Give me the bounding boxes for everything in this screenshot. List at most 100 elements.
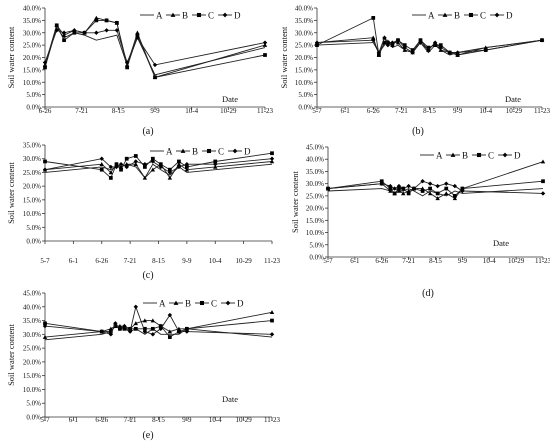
y-tick-label: 25.0% — [23, 42, 41, 50]
data-point-B — [540, 159, 546, 164]
data-point-D — [184, 329, 190, 334]
data-point-C — [128, 326, 132, 331]
x-tick-label: 9-9 — [182, 416, 192, 424]
y-tick-label: 20.0% — [23, 183, 41, 191]
data-point-D — [167, 170, 173, 175]
data-point-D — [213, 162, 218, 167]
legend-label-C: C — [218, 147, 224, 157]
y-tick-label: 35.0% — [23, 17, 41, 25]
chart-panel-3: 0.0% 5.0% 10.0% 15.0% 20.0% 25.0% 30.0% 35.0% 5-… — [6, 142, 281, 282]
data-point-D — [176, 329, 182, 334]
x-tick-label: 11-23 — [264, 257, 281, 265]
data-point-D — [122, 323, 127, 329]
data-point-C — [382, 40, 387, 45]
legend-marker-D — [222, 12, 228, 18]
data-point-D — [61, 30, 67, 35]
series-line-B — [44, 17, 266, 78]
legend: A B C D — [420, 151, 521, 161]
data-point-D — [113, 321, 118, 326]
data-point-D — [167, 312, 173, 318]
data-point-D — [118, 162, 124, 167]
data-point-D — [82, 30, 87, 35]
data-point-C — [43, 65, 47, 70]
x-tick-label: 10-29 — [506, 107, 523, 115]
x-tick-label: 5-7 — [40, 416, 50, 424]
x-tick-label: 7-21 — [395, 107, 408, 115]
legend-label-A: A — [428, 11, 435, 21]
legend-marker-B — [180, 148, 186, 153]
data-point-B — [213, 164, 218, 169]
x-tick-label: 10-4 — [209, 416, 222, 424]
legend-marker-B — [170, 12, 176, 17]
data-point-D — [152, 62, 158, 68]
x-axis-title: Date — [505, 94, 521, 104]
legend-label-D: D — [244, 147, 251, 157]
y-tick-label: 35.0% — [295, 17, 313, 25]
x-tick-label: 7-21 — [75, 107, 88, 115]
data-point-D — [108, 332, 114, 337]
y-tick-label: 5.0% — [26, 400, 41, 408]
data-point-D — [72, 28, 77, 33]
data-point-D — [124, 60, 130, 65]
data-point-D — [418, 40, 423, 45]
data-point-B — [262, 42, 268, 47]
y-tick-label: 40.0% — [306, 156, 324, 164]
y-tick-label: 20.0% — [295, 54, 313, 62]
y-tick-label: 5.0% — [26, 224, 41, 232]
data-point-C — [444, 186, 449, 191]
data-point-C — [402, 43, 407, 47]
y-tick-label: 10.0% — [23, 210, 41, 218]
y-axis-title: Soil water content — [6, 323, 16, 385]
data-point-D — [269, 156, 275, 161]
panel-label: (c) — [142, 270, 153, 281]
y-tick-label: 30.0% — [23, 29, 41, 37]
data-point-D — [460, 188, 465, 194]
x-tick-label: 10-29 — [235, 257, 252, 265]
data-point-C — [315, 43, 319, 47]
y-tick-label: 10.0% — [295, 79, 313, 87]
series-line-C — [327, 180, 544, 197]
data-point-D — [114, 28, 120, 33]
data-point-C — [388, 186, 393, 191]
data-point-D — [382, 35, 387, 40]
legend-label-C: C — [488, 151, 494, 161]
data-point-B — [435, 196, 440, 201]
x-tick-label: 11-23 — [535, 257, 550, 265]
data-point-C — [158, 324, 163, 328]
y-tick-label: 15.0% — [23, 196, 41, 204]
x-tick-label: 10-4 — [185, 107, 198, 115]
data-point-D — [325, 186, 331, 191]
legend-label-B: B — [192, 147, 198, 157]
x-axis-title: Date — [493, 238, 509, 248]
data-point-C — [62, 38, 66, 43]
data-point-D — [379, 181, 384, 186]
data-point-D — [432, 40, 438, 45]
legend-marker-B — [173, 300, 179, 305]
data-point-C — [122, 326, 127, 331]
y-tick-label: 15.0% — [306, 217, 324, 225]
data-point-B — [150, 167, 156, 172]
data-point-D — [150, 159, 156, 164]
x-tick-label: 6-1 — [340, 107, 350, 115]
data-point-D — [133, 159, 138, 164]
data-point-B — [150, 318, 156, 323]
data-point-C — [263, 53, 267, 57]
panel-label: (e) — [142, 430, 153, 441]
data-point-D — [150, 332, 156, 337]
legend-label-C: C — [208, 11, 214, 21]
data-point-B — [269, 310, 275, 315]
y-tick-label: 25.0% — [306, 192, 324, 200]
x-tick-label: 6-1 — [350, 257, 360, 265]
data-point-C — [99, 167, 104, 172]
data-point-B — [142, 318, 148, 323]
legend-marker-B — [442, 12, 448, 17]
x-tick-label: 6-1 — [69, 416, 79, 424]
y-tick-label: 40.0% — [295, 5, 313, 13]
data-point-C — [541, 179, 545, 184]
data-point-D — [135, 35, 140, 40]
data-point-C — [54, 23, 59, 28]
y-tick-label: 0.0% — [26, 104, 41, 112]
data-point-D — [402, 45, 407, 50]
y-axis-title: Soil water content — [290, 170, 300, 232]
data-point-D — [142, 329, 148, 334]
